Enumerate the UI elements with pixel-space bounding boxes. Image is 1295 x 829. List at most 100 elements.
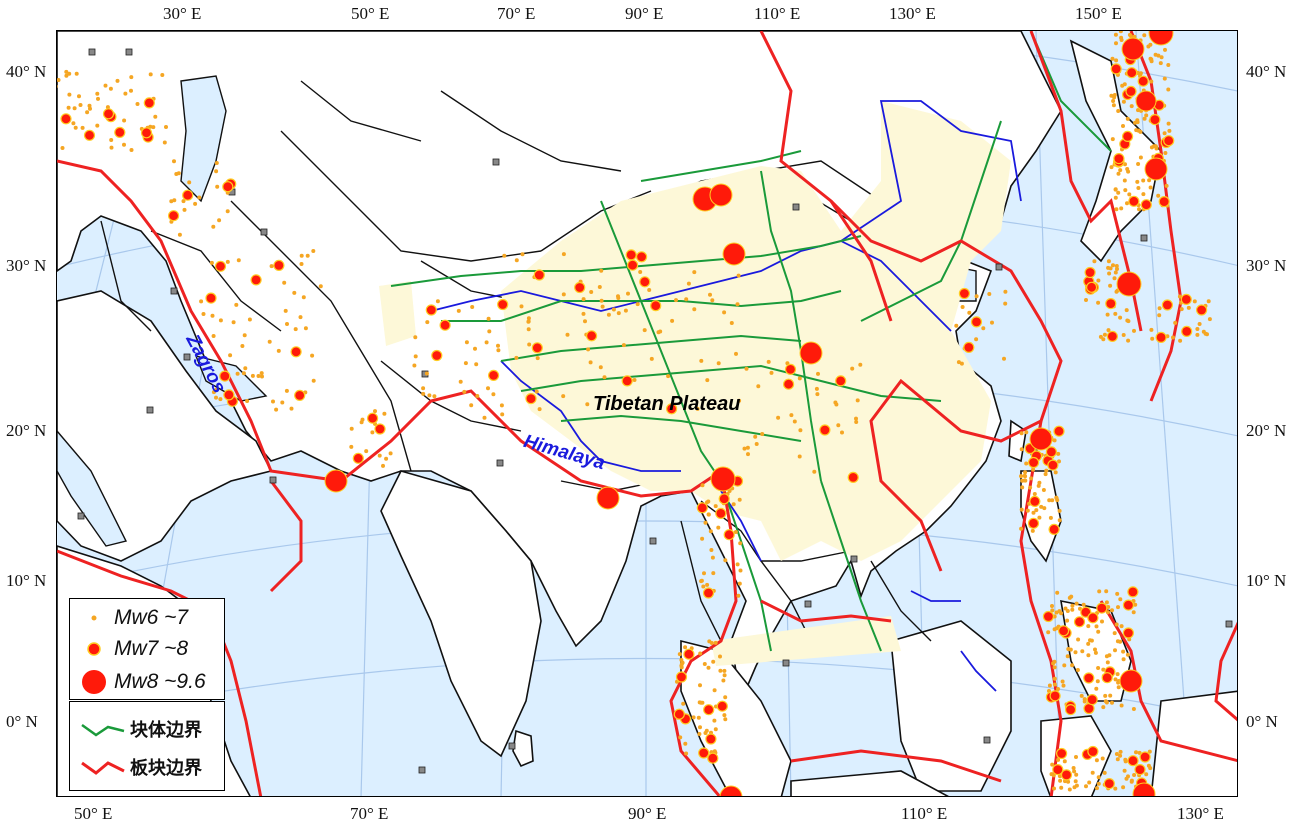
quake-mw6 [702, 662, 707, 666]
quake-mw6 [421, 386, 426, 391]
map-svg [57, 31, 1237, 796]
quake-mw7 [250, 274, 262, 286]
quake-mw6 [1019, 526, 1024, 531]
quake-mw6 [1133, 120, 1138, 125]
quake-mw6 [713, 640, 718, 645]
quake-mw6 [1107, 271, 1112, 276]
quake-mw7 [497, 298, 509, 311]
quake-mw6 [1136, 128, 1141, 133]
quake-mw6 [1114, 622, 1119, 627]
quake-mw6 [496, 348, 501, 353]
quake-mw6 [1043, 472, 1048, 477]
quake-mw6 [1003, 289, 1008, 294]
top-lon-label-110: 110° E [754, 4, 801, 23]
quake-mw7 [294, 389, 306, 401]
quake-mw7 [1087, 745, 1099, 758]
quake-mw6 [1144, 113, 1149, 118]
quake-mw7 [1027, 456, 1040, 469]
quake-mw6 [1113, 677, 1118, 682]
quake-mw6 [692, 307, 697, 312]
quake-mw6 [711, 659, 716, 664]
quake-mw6 [1079, 693, 1084, 698]
quake-mw6 [1195, 332, 1200, 337]
quake-mw6 [753, 434, 758, 439]
quake-mw6 [1125, 201, 1129, 206]
quake-mw6 [1081, 602, 1086, 607]
quake-mw6 [148, 72, 153, 77]
quake-mw6 [1122, 768, 1127, 773]
block-boundaries [390, 31, 1112, 652]
quake-mw6 [151, 125, 156, 130]
quake-mw6 [1112, 95, 1117, 100]
quake-mw6 [1052, 786, 1056, 791]
quake-mw6 [776, 415, 781, 420]
quake-mw6 [1144, 772, 1149, 777]
quake-mw6 [1131, 610, 1136, 615]
quake-mw6 [1109, 165, 1114, 170]
quake-mw6 [129, 88, 133, 93]
quake-mw7 [1029, 495, 1041, 507]
quake-mw7 [675, 671, 688, 683]
quake-mw7 [650, 300, 662, 312]
quake-mw6 [737, 497, 742, 502]
quake-mw6 [1121, 99, 1126, 104]
quake-mw6 [691, 715, 696, 720]
quake-mw6 [1192, 299, 1197, 304]
newguinea-land [1150, 690, 1237, 796]
quake-mw6 [1023, 470, 1028, 475]
quake-mw6 [1049, 772, 1054, 777]
quake-mw6 [1115, 672, 1120, 677]
quake-mw7 [585, 330, 598, 342]
quake-mw6 [1037, 480, 1042, 485]
quake-mw6 [735, 562, 740, 567]
quake-mw6 [269, 264, 274, 269]
quake-mw6 [122, 118, 127, 123]
quake-mw6 [1121, 124, 1125, 128]
quake-mw6 [599, 268, 604, 273]
quake-mw6 [1075, 668, 1080, 672]
city-markers [77, 48, 1233, 774]
quake-mw6 [413, 354, 418, 359]
quake-mw6 [496, 343, 500, 348]
quake-mw6 [105, 105, 110, 110]
quake-mw6 [1116, 171, 1121, 176]
quake-mw6 [1128, 34, 1133, 38]
quake-mw7 [488, 369, 500, 381]
quake-mw7 [1027, 517, 1040, 529]
quake-mw6 [1020, 485, 1025, 490]
quake-mw6 [1118, 639, 1123, 644]
quake-mw6 [987, 292, 992, 296]
quake-mw6 [193, 201, 198, 206]
quake-mw7 [1060, 769, 1073, 781]
quake-mw6 [1205, 332, 1209, 337]
quake-mw7 [1053, 425, 1065, 437]
quake-mw6 [214, 161, 219, 165]
quake-mw6 [135, 102, 140, 106]
quake-mw6 [1096, 629, 1101, 634]
quake-mw6 [1136, 162, 1141, 166]
quake-mw6 [581, 297, 586, 302]
quake-mw6 [602, 375, 607, 380]
quake-mw6 [736, 273, 741, 278]
quake-mw7 [1057, 625, 1070, 637]
quake-mw6 [701, 584, 706, 589]
quake-mw6 [698, 683, 702, 688]
quake-mw6 [708, 529, 713, 534]
quake-mw6 [718, 654, 722, 659]
quake-mw6 [388, 451, 393, 456]
quake-mw6 [67, 71, 72, 76]
quake-mw6 [1036, 483, 1041, 488]
quake-mw6 [706, 665, 711, 670]
quake-mw6 [292, 290, 297, 295]
quake-mw6 [1096, 300, 1101, 305]
indochina-strip [711, 616, 901, 666]
quake-mw6 [1114, 58, 1119, 63]
quake-mw6 [626, 291, 630, 296]
quake-mw6 [1173, 320, 1178, 325]
quake-mw6 [535, 356, 540, 361]
quake-mw6 [129, 75, 134, 80]
map-area[interactable]: Tibetan Plateau Zagros Himalaya Mw6 ~7 M… [56, 30, 1238, 797]
quake-mw6 [699, 700, 703, 705]
bottom-lon-label-90: 90° E [628, 804, 667, 823]
quake-mw6 [834, 402, 839, 407]
